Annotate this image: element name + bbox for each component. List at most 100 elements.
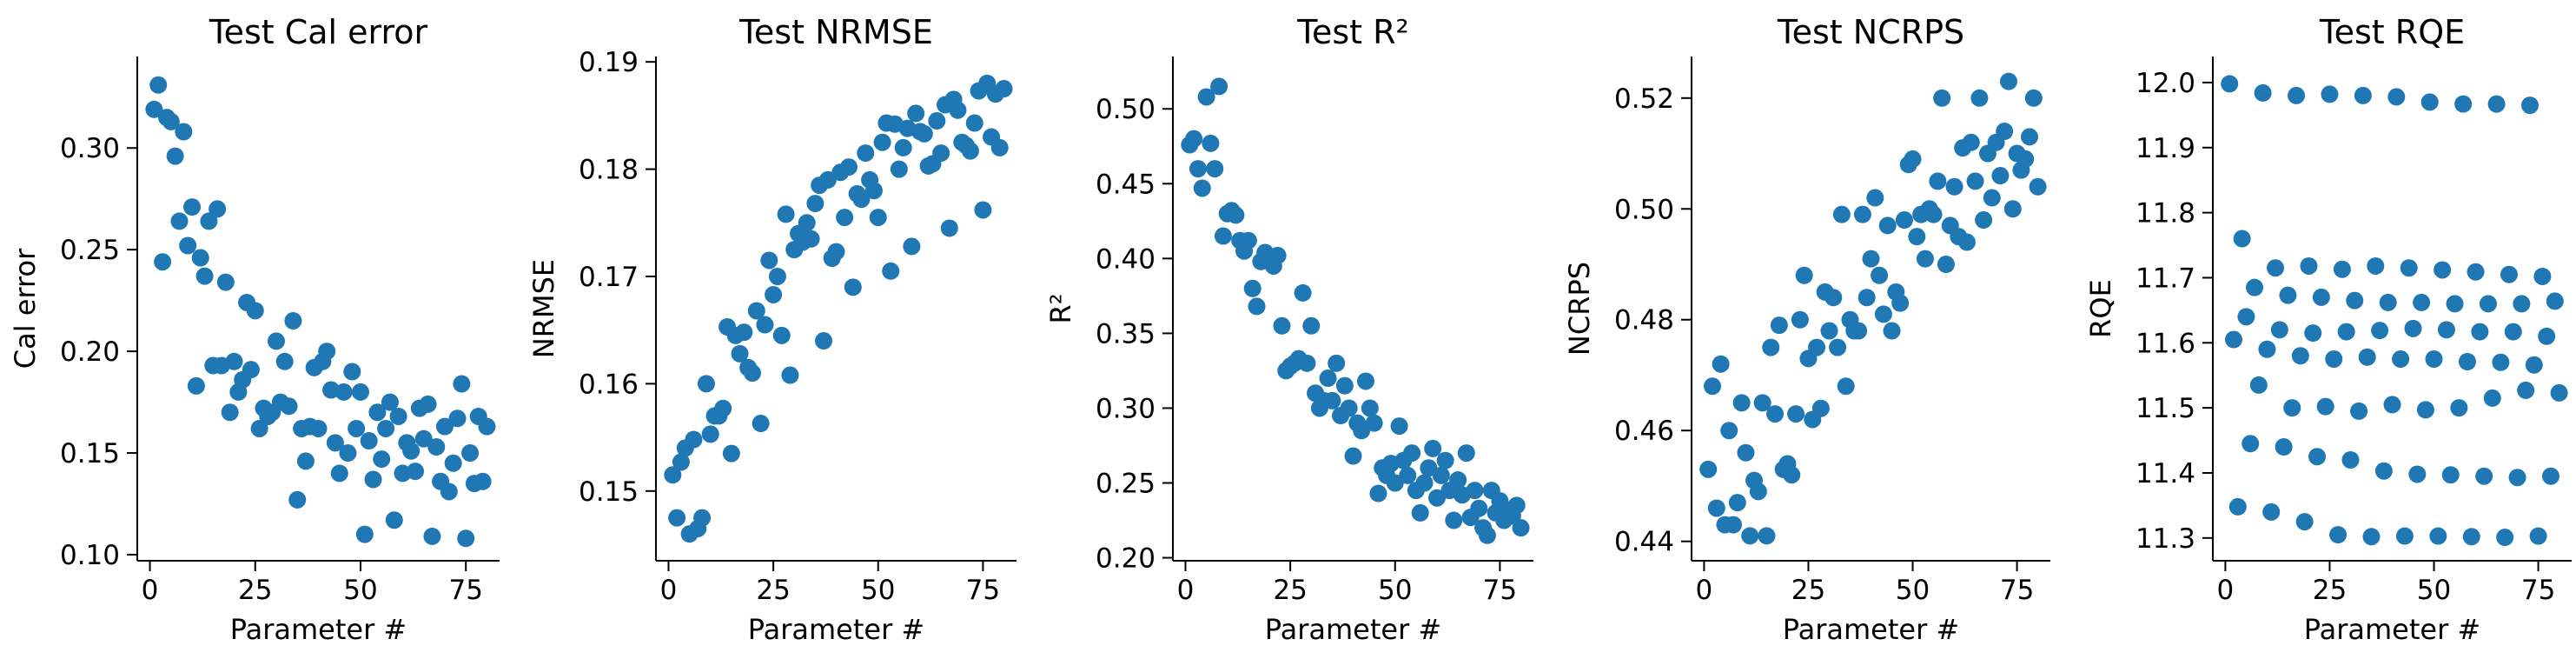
data-point: [928, 112, 946, 130]
data-point: [1732, 394, 1751, 412]
data-point: [839, 158, 858, 176]
data-point: [1470, 499, 1488, 517]
data-point: [2441, 466, 2460, 484]
data-point: [1866, 189, 1884, 207]
data-point: [1999, 72, 2017, 90]
data-point: [385, 511, 403, 529]
data-point: [225, 352, 243, 370]
y-tick-label: 0.30: [1096, 393, 1156, 424]
data-point: [288, 490, 307, 509]
data-point: [154, 253, 172, 271]
data-point: [664, 466, 682, 484]
data-point: [864, 182, 883, 200]
data-point: [2400, 259, 2418, 277]
data-point: [1507, 496, 1526, 515]
data-point: [1916, 250, 1934, 268]
data-point: [1795, 266, 1813, 284]
data-point: [2237, 308, 2255, 326]
data-point: [2434, 261, 2452, 279]
data-point: [1428, 489, 1447, 507]
y-tick-label: 0.15: [579, 476, 639, 508]
data-point: [2270, 321, 2288, 339]
data-point: [2525, 356, 2543, 374]
data-point: [2016, 150, 2035, 168]
y-tick-label: 11.8: [2136, 198, 2195, 230]
data-point: [2429, 527, 2447, 545]
data-point: [351, 383, 369, 401]
data-point: [1243, 279, 1262, 297]
data-point: [175, 123, 193, 141]
x-tick-label: 75: [448, 575, 482, 606]
data-point: [1808, 338, 1826, 356]
data-point: [2346, 291, 2364, 310]
data-point: [2308, 448, 2327, 466]
data-point: [1411, 503, 1429, 522]
data-point: [402, 442, 421, 460]
data-point: [1837, 377, 1855, 396]
data-point: [890, 160, 908, 178]
data-point: [731, 344, 749, 363]
data-point: [873, 133, 891, 151]
data-point: [2458, 352, 2476, 370]
data-point: [949, 101, 967, 119]
data-point: [2312, 288, 2330, 306]
data-point: [461, 444, 480, 463]
data-point: [798, 214, 816, 232]
data-point: [200, 212, 218, 230]
x-tick-label: 0: [1696, 575, 1713, 606]
y-tick-label: 0.25: [1096, 469, 1156, 500]
data-point: [1369, 484, 1387, 503]
data-point: [166, 147, 184, 165]
data-point: [1466, 482, 1484, 500]
data-point: [882, 262, 900, 280]
data-point: [473, 472, 492, 490]
data-point: [1883, 322, 1901, 340]
data-point: [2379, 293, 2397, 311]
data-point: [903, 237, 921, 256]
data-point: [1983, 189, 2001, 207]
data-point: [844, 278, 862, 296]
y-tick-label: 11.7: [2136, 263, 2195, 294]
data-point: [857, 144, 875, 163]
data-point: [1787, 405, 1805, 423]
y-tick-label: 0.20: [60, 336, 120, 368]
data-point: [2467, 263, 2485, 281]
y-tick-label: 11.3: [2136, 523, 2195, 555]
data-point: [1512, 519, 1530, 537]
data-point: [2541, 467, 2559, 485]
data-point: [1328, 354, 1346, 372]
data-point: [701, 425, 719, 443]
data-point: [2404, 319, 2422, 337]
data-point: [2496, 529, 2514, 547]
data-point: [1908, 228, 1926, 246]
data-point: [1386, 474, 1404, 492]
data-point: [915, 124, 933, 143]
data-point: [1966, 172, 1984, 190]
data-point: [1248, 297, 1266, 316]
x-axis-label: Parameter #: [1265, 613, 1441, 646]
data-point: [1853, 205, 1871, 223]
data-point: [1741, 527, 1759, 545]
data-point: [1268, 246, 1287, 264]
data-point: [1340, 399, 1358, 417]
data-point: [2371, 322, 2389, 340]
data-point: [2550, 383, 2568, 402]
data-point: [1871, 266, 1889, 284]
data-point: [2383, 396, 2401, 414]
y-tick-label: 11.4: [2136, 458, 2195, 489]
panel-title: Test NRMSE: [738, 13, 933, 51]
data-point: [752, 415, 770, 433]
data-point: [1424, 439, 1442, 457]
data-point: [2387, 88, 2406, 106]
y-tick-label: 0.45: [1096, 169, 1156, 200]
data-point: [722, 444, 740, 463]
panel-rqe: Test RQE Parameter # RQE 0 25 50 75 11.3 11.4…: [2084, 13, 2572, 646]
data-point: [2362, 528, 2381, 546]
y-tick-label: 0.52: [1614, 83, 1674, 115]
y-tick-label: 11.9: [2136, 133, 2195, 164]
data-point: [1975, 211, 1993, 230]
data-point: [1878, 216, 1897, 235]
data-point: [414, 429, 433, 448]
data-point: [768, 267, 786, 285]
data-point: [2425, 350, 2443, 368]
